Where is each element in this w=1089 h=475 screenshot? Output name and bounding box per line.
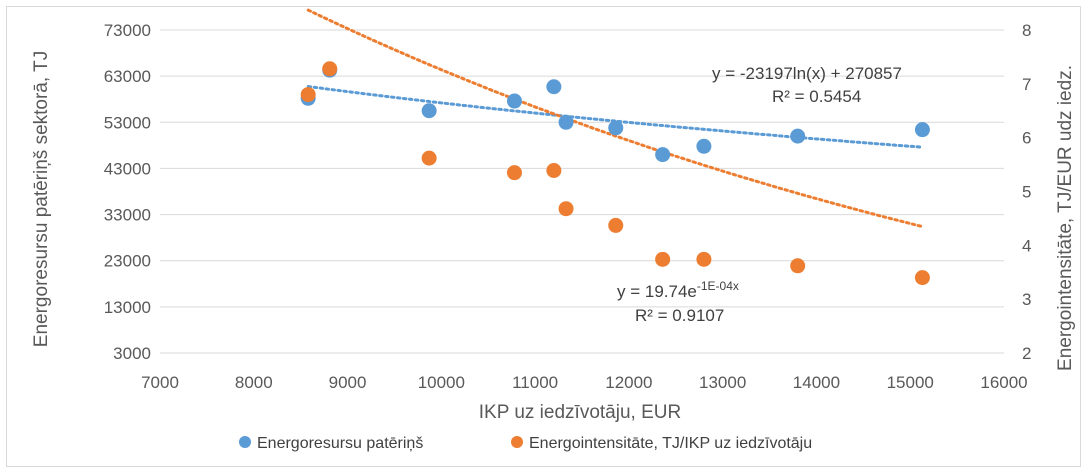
orange-trend-equation: y = 19.74e-1E-04x xyxy=(617,279,739,301)
trendlines xyxy=(306,8,924,229)
y-tick-label: 13000 xyxy=(104,298,151,317)
legend-marker-energointensitate xyxy=(511,436,523,448)
gridlines xyxy=(160,29,1004,354)
y2-tick-label: 3 xyxy=(1022,290,1031,309)
y2-tick-label: 4 xyxy=(1022,236,1031,255)
point-energointensitate xyxy=(546,163,562,179)
y2-tick-label: 8 xyxy=(1022,21,1031,40)
point-energoresursu xyxy=(696,138,712,154)
point-energoresursu xyxy=(790,128,806,144)
y2-tick-label: 2 xyxy=(1022,344,1031,363)
x-tick-label: 14000 xyxy=(793,373,840,392)
x-tick-label: 10000 xyxy=(418,373,465,392)
y-tick-label: 33000 xyxy=(104,206,151,225)
blue-trend-equation: y = -23197ln(x) + 270857 xyxy=(712,64,902,83)
x-tick-label: 12000 xyxy=(605,373,652,392)
orange-trend-r2: R² = 0.9107 xyxy=(635,306,724,325)
y-tick-label: 43000 xyxy=(104,159,151,178)
orange-trend-equation-exponent: -1E-04x xyxy=(697,279,739,293)
y-tick-label: 53000 xyxy=(104,113,151,132)
x-tick-label: 8000 xyxy=(235,373,273,392)
legend-label-energointensitate: Energointensitāte, TJ/IKP uz iedzīvotāju xyxy=(529,435,812,452)
y2-tick-label: 6 xyxy=(1022,129,1031,148)
point-energointensitate xyxy=(696,251,712,267)
x-tick-label: 13000 xyxy=(699,373,746,392)
point-energointensitate xyxy=(790,258,806,274)
x-tick-label: 7000 xyxy=(141,373,179,392)
point-energointensitate xyxy=(300,87,316,103)
point-energoresursu xyxy=(506,93,522,109)
y-axis-ticks: 3000 13000 23000 33000 43000 53000 63000 73000 xyxy=(104,21,151,363)
point-energointensitate xyxy=(914,270,930,286)
chart-frame xyxy=(6,6,1081,467)
point-energoresursu xyxy=(914,122,930,138)
point-energoresursu xyxy=(558,114,574,130)
point-energointensitate xyxy=(608,217,624,233)
legend-label-energoresursu: Energoresursu patēriņš xyxy=(257,435,423,452)
y2-tick-label: 5 xyxy=(1022,183,1031,202)
point-energoresursu xyxy=(546,79,562,95)
y-tick-label: 3000 xyxy=(113,344,151,363)
x-tick-label: 9000 xyxy=(329,373,367,392)
y-tick-label: 73000 xyxy=(104,21,151,40)
point-energointensitate xyxy=(655,251,671,267)
point-energointensitate xyxy=(322,61,338,77)
x-tick-label: 15000 xyxy=(887,373,934,392)
x-axis-title: IKP uz iedzīvotāju, EUR xyxy=(479,402,681,423)
legend: Energoresursu patēriņš Energointensitāte… xyxy=(239,435,812,452)
y2-axis-ticks: 2 3 4 5 6 7 8 xyxy=(1022,21,1031,363)
point-energoresursu xyxy=(655,147,671,163)
y2-tick-label: 7 xyxy=(1022,75,1031,94)
y-axis-title: Energoresursu patēriņš sektorā, TJ xyxy=(31,51,52,347)
y2-axis-title: Energointensitāte, TJ/EUR udz iedz. xyxy=(1055,65,1076,371)
y-tick-label: 63000 xyxy=(104,67,151,86)
point-energointensitate xyxy=(506,165,522,181)
point-energoresursu xyxy=(608,120,624,136)
legend-marker-energoresursu xyxy=(239,436,251,448)
data-points xyxy=(300,61,930,286)
x-axis-ticks: 7000 8000 9000 10000 11000 12000 13000 14000 150… xyxy=(141,373,1028,392)
point-energoresursu xyxy=(421,103,437,119)
trendline-1 xyxy=(306,8,924,229)
blue-trend-r2: R² = 0.5454 xyxy=(772,87,861,106)
x-tick-label: 16000 xyxy=(980,373,1027,392)
point-energointensitate xyxy=(558,201,574,217)
point-energointensitate xyxy=(421,150,437,166)
y-tick-label: 23000 xyxy=(104,252,151,271)
x-tick-label: 11000 xyxy=(512,373,558,392)
orange-trend-equation-base: y = 19.74e xyxy=(617,282,697,301)
